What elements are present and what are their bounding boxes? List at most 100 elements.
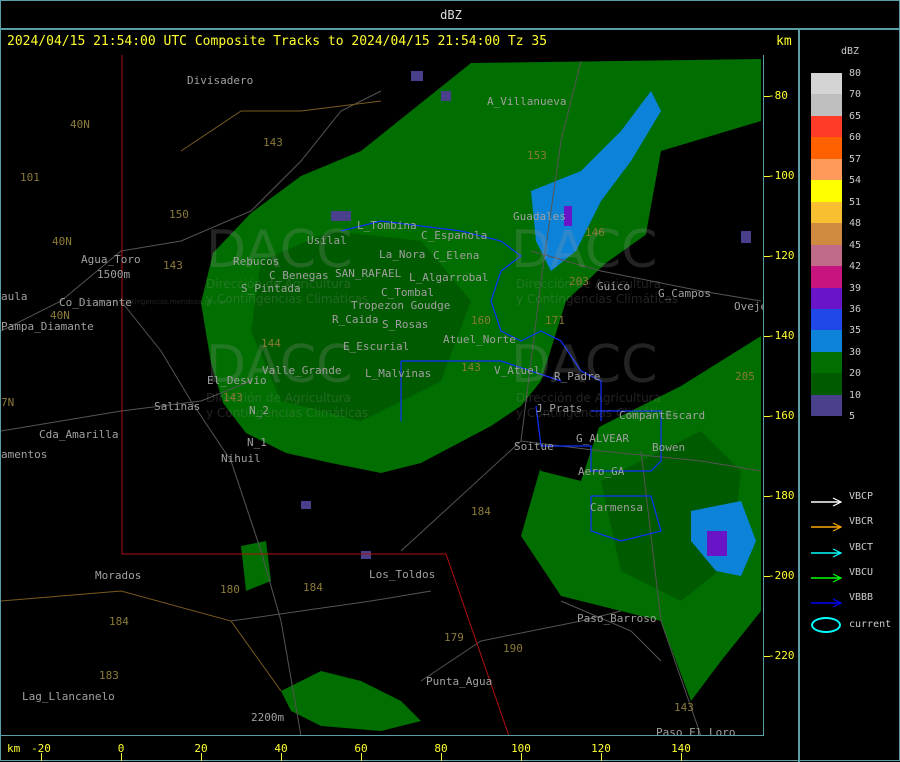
legend-level-label: 20 [849,368,862,380]
echo-39dbz [564,206,727,556]
route-number-label: 101 [20,171,40,184]
place-label: R_Padre [554,370,601,383]
watermark-url: http://www.contingencias.mendoza.gov.ar [79,298,227,306]
place-label: G_Campos [658,287,711,300]
legend-swatch [811,201,842,224]
watermark-logo: DACC [511,220,658,280]
legend-level-label: 80 [849,68,862,79]
place-label: Usilal [307,234,347,247]
place-label: Bowen [652,441,686,454]
track-label: VBCT [849,541,874,553]
legend-swatch [811,137,842,159]
place-label: El_Desvio [207,374,267,387]
place-label: Salinas [154,400,201,413]
place-label: C_Benegas [269,269,329,282]
roads-layer [1,60,762,735]
place-label: Punta_Agua [426,675,493,688]
place-label: Oveje [734,300,764,313]
place-label: L_Malvinas [365,367,432,380]
place-label: Aero_GA [578,465,625,478]
route-number-label: 143 [223,391,243,404]
watermark-text: Dirección de Agricultura y Contingencias … [206,391,369,420]
place-label: N_2 [249,404,269,417]
place-label: Nihuil [221,452,261,465]
legend-level-label: 70 [849,89,862,101]
legend-level-label: 54 [849,175,862,187]
legend-swatch [811,351,842,374]
watermark-logo: DACC [206,335,353,395]
legend-swatch [811,94,842,116]
place-label: Paso_Barroso [577,612,657,625]
place-label: S_Pintada [241,282,301,295]
place-label: C_Tombal [381,286,434,299]
legend-level-label: 5 [849,411,856,423]
legend-swatch [811,308,842,331]
radar-map[interactable]: DACC DACC DACC DACC Dirección de Agricul… [1,55,764,736]
y-tick-label: -80 [768,89,788,102]
x-tick-label: 20 [194,742,208,755]
route-number-label: 150 [169,208,189,221]
legend-level-label: 60 [849,132,862,144]
y-tick-mark [764,576,770,577]
watermark-logo: DACC [206,220,353,280]
x-tick-label: 80 [434,742,448,755]
place-label: Pampa_Diamante [1,320,94,333]
route-number-label: 205 [735,370,755,383]
radar-echo-layer [1,55,762,735]
legend-swatch [811,223,842,245]
legend-swatch [811,394,842,417]
track-arrow-icon [811,492,843,507]
y-tick-mark [764,176,770,177]
y-tick-label: -200 [768,569,795,582]
echo-5dbz [301,71,751,559]
place-label: Atuel_Norte [443,333,516,346]
route-number-label: 40N [52,235,72,248]
x-tick-label: 120 [591,742,611,755]
x-tick-label: -20 [31,742,51,755]
x-tick-mark [521,753,522,761]
legend-swatch [811,266,842,288]
legend-level-label: 48 [849,218,862,230]
current-track-ellipse-icon [811,617,841,633]
legend-level-label: 35 [849,325,862,337]
route-number-label: 171 [545,314,565,327]
x-tick-mark [361,753,362,761]
place-label: L_Algarrobal [409,271,489,284]
y-tick-mark [764,656,770,657]
route-number-label: 180 [220,583,240,596]
legend-swatch [811,373,842,395]
route-number-label: 203 [569,275,589,288]
watermark-text: Dirección de Agricultura y Contingencias … [516,277,679,306]
y-tick-label: -120 [768,249,795,262]
track-arrow-icon [811,543,843,558]
y-tick-label: -100 [768,169,795,182]
y-tick-label: -220 [768,649,795,662]
legend-title: dBZ [841,46,860,57]
route-number-label: 179 [444,631,464,644]
legend-swatch [811,180,842,202]
x-tick-mark [681,753,682,761]
x-tick-mark [281,753,282,761]
place-label: 2200m [251,711,285,724]
x-axis-unit: km [7,742,21,755]
route-number-label: 183 [99,669,119,682]
place-label: Lag_Llancanelo [22,690,115,703]
legend-panel: dBZ 80 70 65 60 57 54 51 48 45 42 39 36 35 30 20 10 5 VB… [801,30,900,762]
legend-level-label: 36 [849,303,862,315]
route-number-label: 184 [303,581,323,594]
watermark-text: Dirección de Agricultura y Contingencias … [516,391,679,420]
track-arrow-icon [811,593,843,608]
place-label: Paso_El_Loro [656,726,736,736]
track-label: VBCP [849,491,874,502]
watermark-logo: DACC [511,335,658,395]
window-title: dBZ [1,1,900,30]
place-label: Soitue [514,440,554,453]
route-number-label: 143 [674,701,694,714]
route-number-label: 190 [503,642,523,655]
legend-swatch [811,244,842,267]
legend-level-label: 51 [849,196,862,208]
y-tick-label: -160 [768,409,795,422]
legend-level-label: 65 [849,110,862,122]
route-number-label: 7N [1,396,15,409]
place-label: CompantEscard [619,409,706,422]
